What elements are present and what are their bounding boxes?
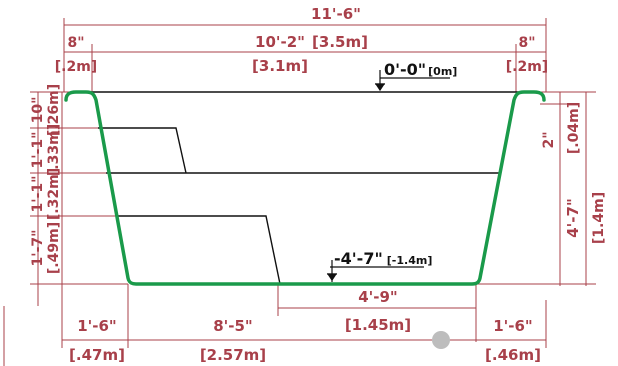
right-lip-ft: 2" <box>541 131 557 148</box>
right-depth-m: [1.4m] <box>591 192 607 244</box>
top-left-lip-m: [.2m] <box>55 59 97 75</box>
top-elevation-ft: 0'-0" [0m] <box>384 60 457 79</box>
bottom-right-slope-m: [.46m] <box>485 346 541 364</box>
left-step4-ft: 1'-7" <box>30 230 46 267</box>
bottom-elevation-ft: -4'-7" [-1.4m] <box>334 249 432 268</box>
left-step2-ft: 1'-1" <box>30 132 46 169</box>
floor-m: [1.45m] <box>345 316 411 334</box>
bottom-center-ft: 8'-5" <box>213 317 253 335</box>
top-center-ft: 10'-2" <box>255 33 305 51</box>
floor-ft: 4'-9" <box>358 288 398 306</box>
bottom-elevation-m: [-1.4m] <box>387 254 433 267</box>
top-center-m-inline: [3.5m] <box>312 33 368 51</box>
top-right-lip-m: [.2m] <box>506 59 548 75</box>
top-center-m: [3.1m] <box>252 57 308 75</box>
bottom-left-slope-m: [.47m] <box>69 346 125 364</box>
shelf-3 <box>116 216 280 284</box>
step-lines <box>72 92 540 284</box>
bottom-right-slope-ft: 1'-6" <box>493 317 533 335</box>
bottom-left-slope-ft: 1'-6" <box>77 317 117 335</box>
left-step4-m: [.49m] <box>46 222 62 274</box>
top-elevation-m: [0m] <box>428 65 457 78</box>
top-left-lip-ft: 8" <box>67 35 84 51</box>
dimension-labels: 11'-6" 8" 10'-2" [3.5m] 8" [.2m] [3.1m] … <box>30 5 607 364</box>
left-step3-ft: 1'-1" <box>30 176 46 213</box>
shelf-1 <box>98 128 186 173</box>
bottom-center-m: [2.57m] <box>200 346 266 364</box>
right-lip-m: [.04m] <box>566 102 582 154</box>
pond-shell <box>66 92 544 284</box>
left-step3-m: [.32m] <box>46 168 62 220</box>
top-right-lip-ft: 8" <box>518 35 535 51</box>
marker-dot <box>432 331 450 349</box>
right-depth-ft: 4'-7" <box>564 198 582 238</box>
top-overall-label: 11'-6" <box>311 5 361 23</box>
left-step1-ft: 10" <box>30 97 46 124</box>
